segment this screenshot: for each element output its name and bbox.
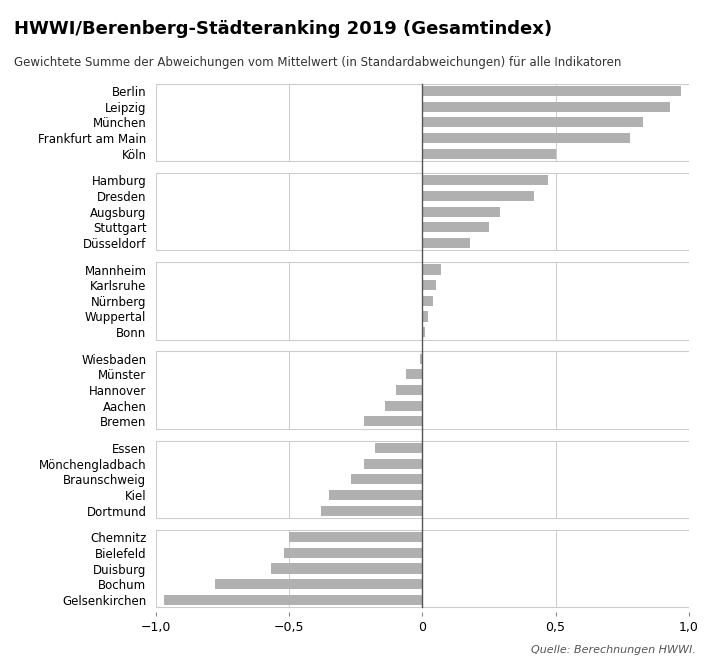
Bar — [422, 133, 630, 143]
Bar — [375, 443, 422, 453]
Bar — [284, 547, 422, 558]
Bar — [321, 505, 422, 516]
Text: Gewichtete Summe der Abweichungen vom Mittelwert (in Standardabweichungen) für a: Gewichtete Summe der Abweichungen vom Mi… — [14, 56, 621, 69]
Bar — [422, 207, 500, 216]
Bar — [422, 86, 681, 96]
Bar — [290, 532, 422, 542]
Bar — [422, 101, 670, 112]
Bar — [422, 117, 643, 128]
Bar — [164, 595, 422, 605]
Bar — [406, 369, 422, 380]
Bar — [422, 265, 441, 274]
Bar — [422, 222, 489, 232]
Bar — [422, 327, 425, 338]
Bar — [364, 417, 422, 426]
Bar — [422, 191, 535, 201]
Bar — [351, 474, 422, 484]
Bar — [422, 175, 547, 186]
Text: HWWI/Berenberg-Städteranking 2019 (Gesamtindex): HWWI/Berenberg-Städteranking 2019 (Gesam… — [14, 20, 552, 38]
Bar — [385, 401, 422, 411]
Bar — [420, 353, 422, 364]
Bar — [364, 459, 422, 468]
Bar — [422, 238, 471, 248]
Bar — [422, 295, 433, 306]
Bar — [329, 490, 422, 500]
Bar — [422, 149, 556, 159]
Bar — [396, 385, 422, 395]
Bar — [271, 563, 422, 574]
Bar — [422, 311, 427, 322]
Bar — [214, 579, 422, 590]
Text: Quelle: Berechnungen HWWI.: Quelle: Berechnungen HWWI. — [531, 645, 696, 655]
Bar — [422, 280, 436, 290]
